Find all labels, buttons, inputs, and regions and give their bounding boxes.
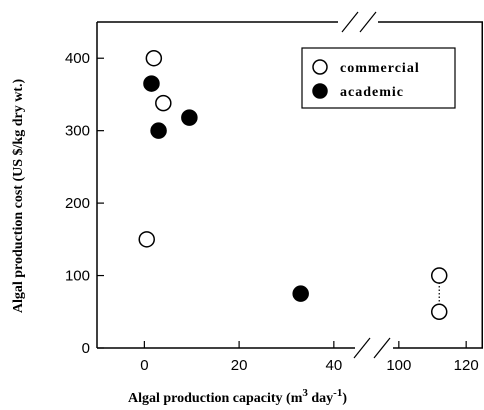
x-axis-ticks: 0 20 40 100 120: [140, 341, 479, 374]
y-axis-ticks: 0 100 200 300 400: [65, 50, 104, 357]
y-tick-label: 100: [65, 268, 90, 285]
data-point-commercial: [430, 267, 448, 284]
y-tick-label: 200: [65, 195, 90, 212]
x-tick-label: 20: [231, 357, 248, 374]
x-tick-label: 40: [325, 357, 342, 374]
legend-marker-commercial: [312, 59, 328, 75]
x-tick-label: 0: [140, 357, 148, 374]
legend-label-commercial: commercial: [340, 61, 420, 76]
legend: commercial academic: [301, 47, 456, 109]
x-tick-label: 100: [386, 357, 411, 374]
axis-break-bottom-2: [373, 337, 391, 359]
y-tick-label: 400: [65, 50, 90, 67]
data-point-commercial: [138, 231, 155, 248]
x-axis-title: Algal production capacity (m3 day-1): [128, 387, 347, 406]
axis-break-top-2: [359, 11, 377, 33]
data-points: [138, 49, 448, 321]
axis-break-top-1: [341, 11, 359, 33]
plot-frame: [96, 21, 483, 349]
data-point-academic: [292, 285, 309, 302]
y-tick-label: 0: [82, 340, 90, 357]
data-point-commercial: [155, 94, 172, 112]
data-point-commercial: [430, 303, 448, 321]
data-point-commercial: [145, 49, 163, 67]
legend-box: [301, 47, 456, 109]
y-tick-label: 300: [65, 123, 90, 140]
legend-label-academic: academic: [340, 85, 404, 100]
y-axis-title: Algal production cost (US $/kg dry wt.): [11, 79, 26, 314]
data-point-academic: [181, 109, 198, 126]
axis-break-marks: [341, 11, 391, 359]
legend-marker-academic: [312, 83, 328, 99]
x-tick-label: 120: [454, 357, 479, 374]
axis-break-bottom-1: [353, 337, 371, 359]
data-point-academic: [150, 122, 167, 139]
data-point-academic: [143, 75, 160, 92]
